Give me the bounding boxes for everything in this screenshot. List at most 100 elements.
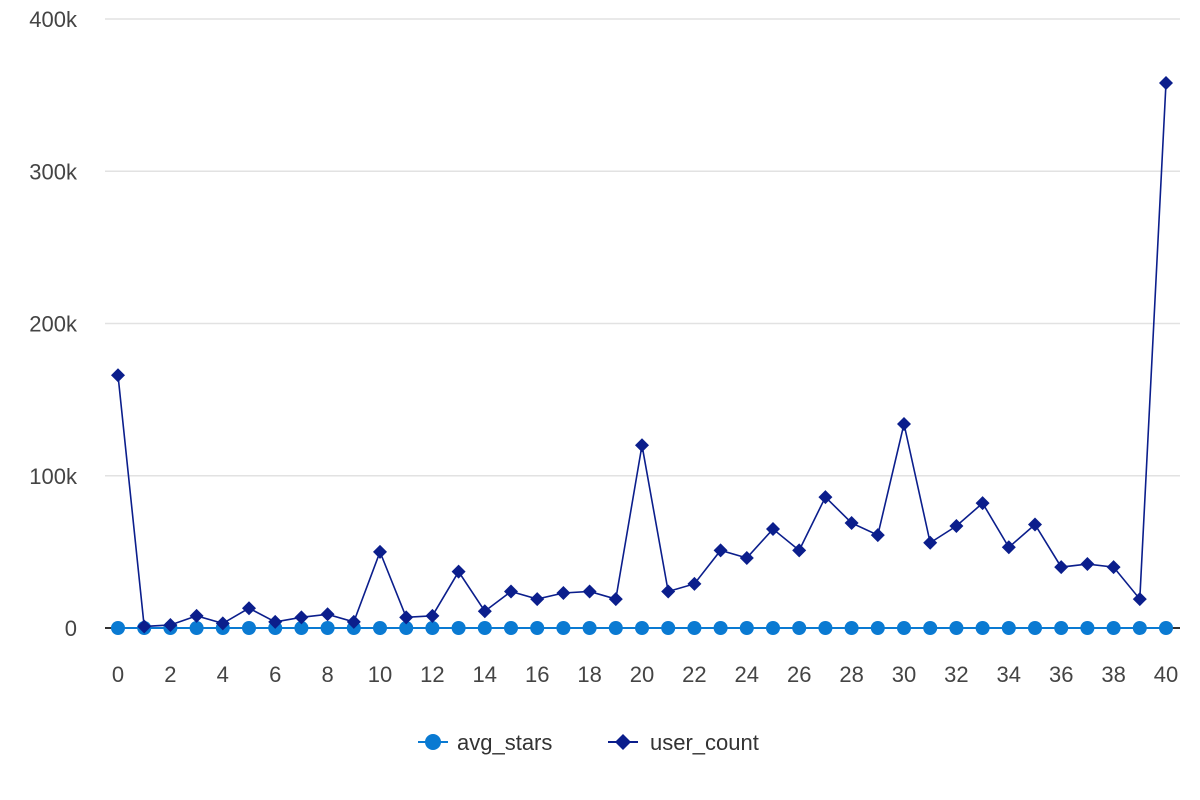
- avg_stars-point[interactable]: [923, 620, 938, 635]
- avg_stars-point[interactable]: [189, 620, 204, 635]
- user_count-point[interactable]: [1080, 557, 1095, 572]
- user_count-point[interactable]: [399, 610, 414, 625]
- user_count-point[interactable]: [1106, 560, 1121, 575]
- user_count-point[interactable]: [111, 368, 125, 383]
- x-tick-label: 24: [735, 662, 759, 687]
- user_count-point[interactable]: [1028, 517, 1042, 532]
- avg_stars-point[interactable]: [399, 620, 414, 635]
- x-tick-label: 32: [944, 662, 968, 687]
- user_count-point[interactable]: [137, 619, 152, 634]
- user_count-point[interactable]: [582, 584, 597, 599]
- y-axis: 0 100k 200k 300k 400k: [29, 7, 78, 641]
- x-tick-label: 28: [839, 662, 863, 687]
- user_count-point[interactable]: [818, 490, 833, 505]
- user_count-point[interactable]: [792, 543, 807, 558]
- y-tick-label: 0: [65, 616, 77, 641]
- x-tick-label: 34: [997, 662, 1021, 687]
- avg_stars-point[interactable]: [792, 620, 807, 635]
- user_count-point[interactable]: [1054, 560, 1069, 575]
- user_count-point[interactable]: [687, 576, 702, 591]
- avg_stars-point[interactable]: [504, 620, 518, 635]
- avg_stars-point[interactable]: [1054, 620, 1069, 635]
- legend-item-user_count[interactable]: user_count: [608, 730, 759, 755]
- avg_stars-point[interactable]: [844, 620, 859, 635]
- avg_stars-point[interactable]: [477, 620, 492, 635]
- avg_stars-point[interactable]: [1080, 620, 1095, 635]
- user_count-point[interactable]: [425, 608, 440, 623]
- x-tick-label: 20: [630, 662, 654, 687]
- avg_stars-point[interactable]: [582, 620, 597, 635]
- avg_stars-point[interactable]: [739, 620, 754, 635]
- avg_stars-point[interactable]: [242, 620, 256, 635]
- avg_stars-point[interactable]: [1106, 620, 1121, 635]
- x-tick-label: 10: [368, 662, 392, 687]
- user_count-point[interactable]: [1001, 540, 1016, 555]
- avg_stars-point[interactable]: [897, 620, 911, 635]
- avg_stars-point[interactable]: [1028, 620, 1042, 635]
- x-tick-label: 16: [525, 662, 549, 687]
- user_count-point[interactable]: [215, 616, 230, 631]
- avg_stars-point[interactable]: [870, 620, 885, 635]
- series-avg_stars: [111, 620, 1173, 635]
- avg_stars-point[interactable]: [635, 620, 649, 635]
- avg_stars-point[interactable]: [111, 620, 125, 635]
- user_count-point[interactable]: [294, 610, 309, 625]
- avg_stars-point[interactable]: [1001, 620, 1016, 635]
- user_count-point[interactable]: [870, 528, 885, 543]
- avg_stars-point[interactable]: [713, 620, 728, 635]
- avg_stars-point[interactable]: [425, 620, 440, 635]
- legend: avg_stars user_count: [418, 730, 759, 755]
- user_count-point[interactable]: [268, 614, 283, 629]
- avg_stars-point[interactable]: [1132, 620, 1147, 635]
- x-tick-label: 26: [787, 662, 811, 687]
- user_count-point[interactable]: [661, 584, 676, 599]
- user_count-point[interactable]: [242, 601, 256, 616]
- avg_stars-point[interactable]: [1159, 620, 1173, 635]
- user_count-point[interactable]: [766, 522, 780, 537]
- avg_stars-point[interactable]: [766, 620, 780, 635]
- user_count-point[interactable]: [163, 617, 178, 632]
- legend-item-avg_stars[interactable]: avg_stars: [418, 730, 552, 755]
- user_count-point[interactable]: [608, 592, 623, 607]
- user_count-point[interactable]: [897, 416, 911, 431]
- legend-label: avg_stars: [457, 730, 552, 755]
- user_count-point[interactable]: [635, 438, 649, 453]
- avg_stars-point[interactable]: [373, 620, 387, 635]
- user_count-point[interactable]: [373, 544, 387, 559]
- user_count-point[interactable]: [713, 543, 728, 558]
- avg_stars-point[interactable]: [556, 620, 571, 635]
- user_count-point[interactable]: [556, 585, 571, 600]
- user_count-point[interactable]: [477, 604, 492, 619]
- x-tick-label: 12: [420, 662, 444, 687]
- user_count-point[interactable]: [530, 592, 545, 607]
- x-tick-label: 38: [1101, 662, 1125, 687]
- user_count-point[interactable]: [320, 607, 335, 622]
- avg_stars-point[interactable]: [687, 620, 702, 635]
- avg_stars-point[interactable]: [320, 620, 335, 635]
- avg_stars-point[interactable]: [661, 620, 676, 635]
- user_count-point[interactable]: [504, 584, 518, 599]
- avg_stars-point[interactable]: [949, 620, 964, 635]
- user_count-point[interactable]: [739, 550, 754, 565]
- y-tick-label: 200k: [29, 312, 78, 337]
- x-tick-label: 30: [892, 662, 916, 687]
- avg_stars-point[interactable]: [451, 620, 466, 635]
- user_count-point[interactable]: [975, 496, 990, 511]
- legend-diamond-marker: [615, 734, 631, 750]
- x-tick-label: 40: [1154, 662, 1178, 687]
- user_count-point[interactable]: [949, 518, 964, 533]
- user_count-point[interactable]: [1159, 75, 1173, 90]
- avg_stars-point[interactable]: [818, 620, 833, 635]
- avg_stars-point[interactable]: [294, 620, 309, 635]
- series-layer: [111, 75, 1173, 635]
- user_count-point[interactable]: [189, 608, 204, 623]
- user_count-point[interactable]: [923, 535, 938, 550]
- user_count-point[interactable]: [346, 614, 361, 629]
- avg_stars-point[interactable]: [975, 620, 990, 635]
- user_count-point[interactable]: [1132, 592, 1147, 607]
- user_count-point[interactable]: [844, 515, 859, 530]
- avg_stars-point[interactable]: [608, 620, 623, 635]
- user_count-point[interactable]: [451, 564, 466, 579]
- avg_stars-point[interactable]: [530, 620, 545, 635]
